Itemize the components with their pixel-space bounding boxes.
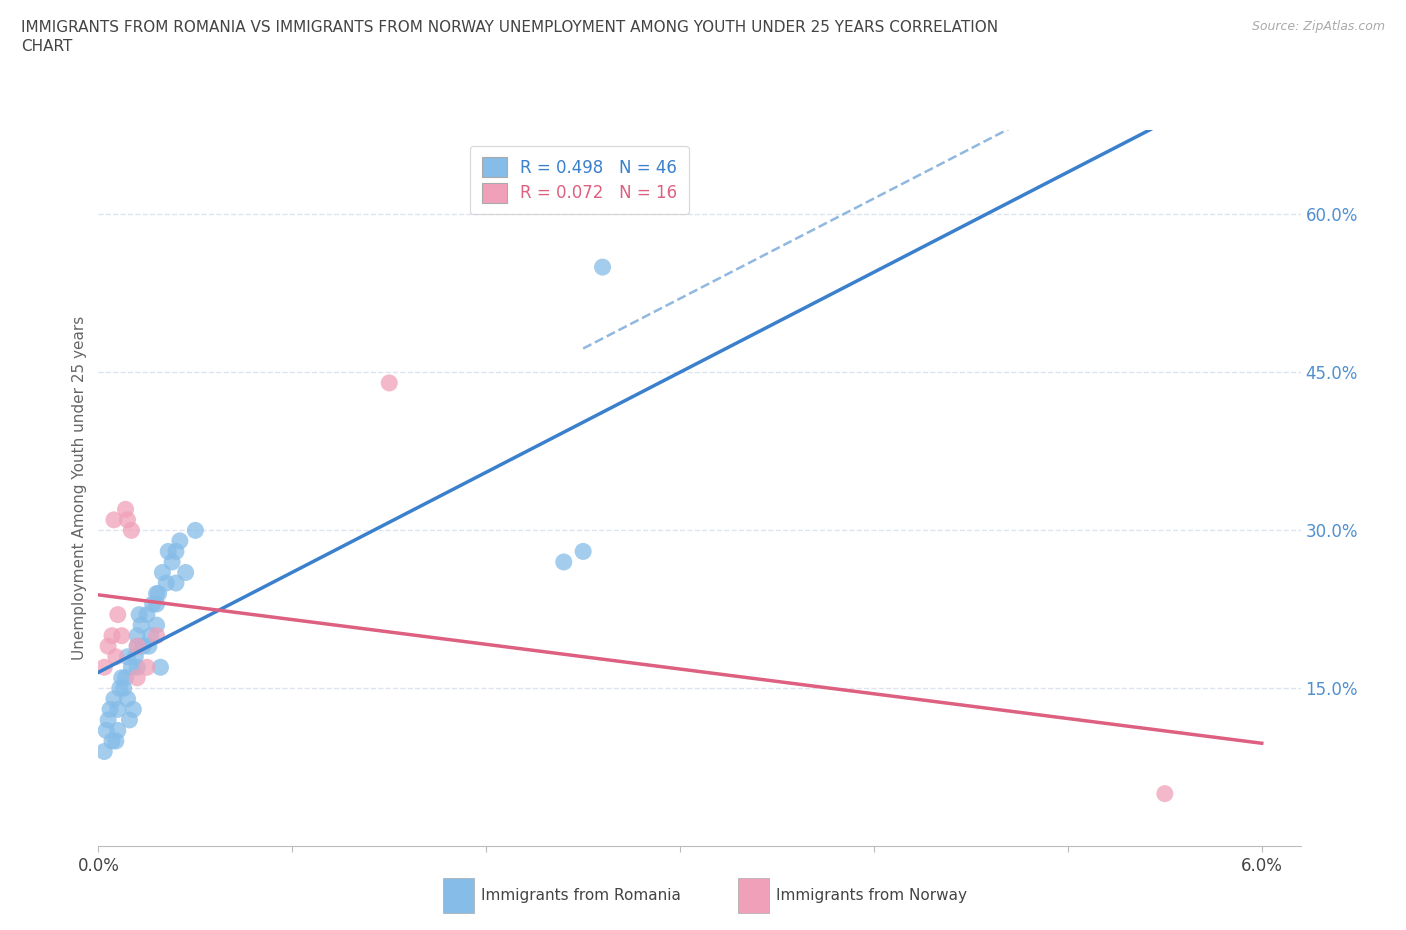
- Point: [592, 259, 614, 274]
- Point: [127, 629, 149, 644]
- Point: [98, 702, 121, 717]
- Point: [127, 639, 149, 654]
- Point: [165, 544, 187, 559]
- Point: [135, 660, 157, 675]
- Point: [120, 523, 142, 538]
- Point: [553, 554, 575, 569]
- Point: [97, 639, 120, 654]
- Point: [127, 671, 149, 685]
- Point: [114, 502, 136, 517]
- Point: [174, 565, 197, 580]
- Point: [572, 544, 595, 559]
- Text: CHART: CHART: [21, 39, 73, 54]
- Point: [165, 576, 187, 591]
- Point: [118, 712, 141, 727]
- Point: [132, 639, 155, 654]
- Point: [101, 734, 124, 749]
- Point: [128, 607, 150, 622]
- Point: [152, 565, 174, 580]
- Text: Immigrants from Romania: Immigrants from Romania: [481, 887, 681, 903]
- Point: [107, 723, 129, 737]
- Y-axis label: Unemployment Among Youth under 25 years: Unemployment Among Youth under 25 years: [72, 316, 87, 660]
- Point: [148, 586, 170, 601]
- Point: [149, 660, 172, 675]
- Point: [1153, 786, 1175, 801]
- Point: [135, 607, 157, 622]
- Point: [122, 702, 145, 717]
- Point: [93, 744, 115, 759]
- Point: [378, 376, 401, 391]
- Point: [96, 723, 118, 737]
- Point: [157, 544, 180, 559]
- Point: [101, 629, 124, 644]
- Point: [103, 691, 125, 706]
- Point: [155, 576, 177, 591]
- Point: [145, 618, 167, 632]
- Point: [138, 639, 160, 654]
- Point: [120, 660, 142, 675]
- Point: [111, 671, 134, 685]
- Point: [127, 639, 149, 654]
- Point: [112, 681, 135, 696]
- Point: [129, 618, 152, 632]
- Point: [124, 649, 146, 664]
- Point: [169, 534, 191, 549]
- Point: [142, 597, 165, 612]
- Text: Source: ZipAtlas.com: Source: ZipAtlas.com: [1251, 20, 1385, 33]
- FancyBboxPatch shape: [443, 878, 474, 912]
- Point: [93, 660, 115, 675]
- Point: [107, 702, 129, 717]
- Point: [103, 512, 125, 527]
- Point: [107, 607, 129, 622]
- Point: [145, 597, 167, 612]
- Point: [184, 523, 207, 538]
- Point: [117, 512, 139, 527]
- Text: Immigrants from Norway: Immigrants from Norway: [776, 887, 967, 903]
- Point: [114, 671, 136, 685]
- Point: [117, 691, 139, 706]
- Legend: R = 0.498   N = 46, R = 0.072   N = 16: R = 0.498 N = 46, R = 0.072 N = 16: [470, 146, 689, 214]
- Text: IMMIGRANTS FROM ROMANIA VS IMMIGRANTS FROM NORWAY UNEMPLOYMENT AMONG YOUTH UNDER: IMMIGRANTS FROM ROMANIA VS IMMIGRANTS FR…: [21, 20, 998, 35]
- Point: [104, 734, 127, 749]
- Point: [108, 681, 131, 696]
- Point: [145, 586, 167, 601]
- Point: [117, 649, 139, 664]
- Point: [104, 649, 127, 664]
- Point: [127, 660, 149, 675]
- Point: [160, 554, 183, 569]
- Point: [139, 629, 162, 644]
- Point: [111, 629, 134, 644]
- FancyBboxPatch shape: [738, 878, 769, 912]
- Point: [145, 629, 167, 644]
- Point: [97, 712, 120, 727]
